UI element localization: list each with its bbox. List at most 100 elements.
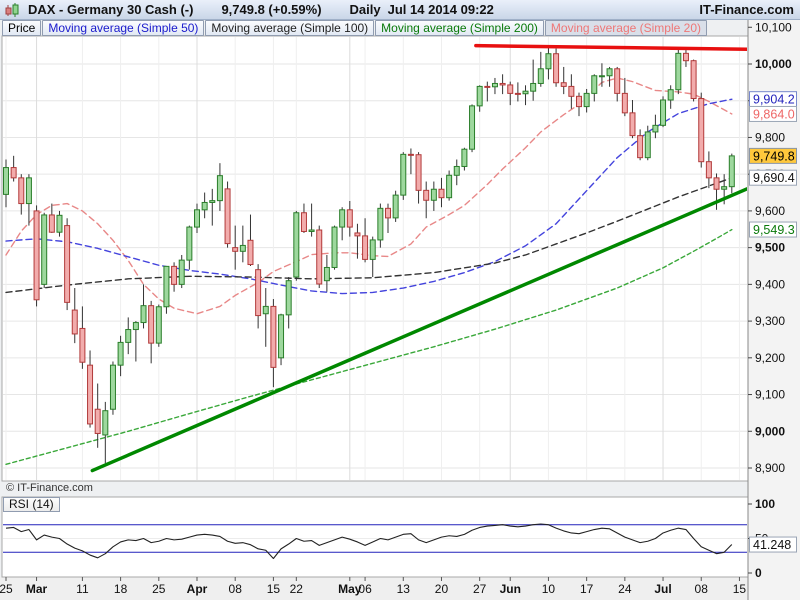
svg-text:25: 25 — [152, 582, 166, 596]
last-price-change: 9,749.8 (+0.59%) — [221, 2, 322, 17]
candle-69 — [530, 82, 537, 92]
svg-text:9,549.3: 9,549.3 — [753, 223, 795, 237]
candle-34 — [262, 305, 269, 315]
svg-text:8,900: 8,900 — [755, 461, 785, 475]
candle-27 — [209, 200, 216, 203]
candle-76 — [583, 92, 590, 108]
candlestick-logo-icon — [4, 2, 21, 18]
svg-text:20: 20 — [435, 582, 449, 596]
candle-5 — [41, 214, 48, 285]
candle-26 — [201, 201, 208, 211]
svg-text:9,904.2: 9,904.2 — [753, 93, 795, 107]
candle-1 — [10, 167, 17, 179]
candle-88 — [675, 52, 682, 91]
instrument-title: DAX - Germany 30 Cash (-) — [28, 2, 194, 17]
svg-text:May: May — [338, 582, 362, 596]
rsi-value-box — [749, 536, 797, 553]
candle-84 — [644, 131, 651, 159]
candle-66 — [507, 84, 514, 94]
svg-text:27: 27 — [473, 582, 487, 596]
candle-92 — [705, 161, 712, 179]
timestamp-label: Jul 14 2014 09:22 — [387, 2, 494, 17]
candle-18 — [140, 305, 147, 324]
candle-11 — [87, 364, 94, 425]
svg-text:9,800: 9,800 — [755, 130, 785, 144]
rsi-panel[interactable] — [1, 496, 749, 578]
candle-68 — [522, 90, 529, 95]
candle-57 — [438, 188, 445, 199]
svg-text:9,400: 9,400 — [755, 277, 785, 291]
svg-text:41.248: 41.248 — [753, 538, 791, 552]
svg-text:9,200: 9,200 — [755, 351, 785, 365]
svg-text:15: 15 — [267, 582, 281, 596]
svg-text:10,100: 10,100 — [755, 20, 792, 34]
svg-text:24: 24 — [618, 582, 632, 596]
ma200-line — [5, 228, 733, 466]
tab-moving-average-simple-50-[interactable]: Moving average (Simple 50) — [42, 20, 205, 36]
candle-25 — [194, 209, 200, 228]
candle-30 — [232, 247, 239, 252]
candle-78 — [598, 75, 605, 78]
candle-74 — [568, 85, 575, 97]
candle-83 — [637, 135, 644, 159]
ma100-value-box — [749, 169, 797, 186]
svg-text:9,300: 9,300 — [755, 314, 785, 328]
candle-53 — [407, 153, 414, 156]
candle-64 — [491, 82, 498, 88]
candle-24 — [186, 226, 193, 261]
candle-55 — [423, 189, 430, 201]
x-axis-strip — [0, 577, 800, 600]
candle-32 — [247, 239, 254, 266]
tab-price[interactable]: Price — [2, 20, 42, 36]
candle-22 — [171, 265, 178, 285]
svg-text:9,100: 9,100 — [755, 388, 785, 402]
candle-19 — [148, 305, 155, 344]
candle-40 — [308, 229, 315, 232]
candle-46 — [354, 232, 361, 237]
candle-73 — [560, 82, 567, 87]
candle-87 — [667, 89, 674, 101]
candle-67 — [514, 92, 521, 95]
svg-text:Mar: Mar — [26, 582, 48, 596]
candle-15 — [117, 341, 124, 366]
svg-text:9,000: 9,000 — [755, 424, 785, 438]
candle-37 — [285, 280, 292, 316]
candle-8 — [64, 225, 71, 303]
candle-44 — [339, 209, 346, 228]
price-value-boxes: 9,904.29,864.0 9,749.8 9,690.4 9,549.3 41.24… — [749, 91, 797, 553]
candle-10 — [79, 327, 86, 363]
candle-21 — [163, 265, 170, 308]
candle-35 — [270, 305, 277, 368]
candle-77 — [591, 75, 598, 94]
tab-moving-average-simple-20-[interactable]: Moving average (Simple 20) — [544, 20, 707, 36]
candle-38 — [293, 212, 300, 278]
candle-82 — [629, 112, 636, 137]
candle-56 — [430, 188, 437, 201]
svg-text:15: 15 — [733, 582, 747, 596]
rsi-indicator-tab[interactable]: RSI (14) — [3, 497, 60, 512]
candle-43 — [331, 226, 338, 268]
candle-13 — [102, 410, 109, 436]
candle-94 — [721, 186, 728, 190]
candle-20 — [155, 306, 162, 344]
resistance-line-line — [474, 43, 747, 52]
tab-moving-average-simple-200-[interactable]: Moving average (Simple 200) — [375, 20, 544, 36]
tab-moving-average-simple-100-[interactable]: Moving average (Simple 100) — [205, 20, 375, 36]
candle-79 — [606, 68, 613, 77]
ma50-line — [5, 98, 733, 295]
candle-7 — [56, 214, 63, 233]
svg-text:9,690.4: 9,690.4 — [753, 171, 795, 185]
candle-71 — [545, 53, 552, 70]
candle-59 — [453, 165, 460, 176]
candle-81 — [621, 92, 628, 114]
candle-16 — [125, 329, 132, 343]
candle-80 — [614, 68, 621, 94]
candle-90 — [690, 60, 697, 100]
candle-75 — [576, 95, 582, 108]
ma200-value-box — [749, 221, 797, 238]
svg-text:Jun: Jun — [500, 582, 521, 596]
svg-text:18: 18 — [114, 582, 128, 596]
candle-9 — [71, 309, 78, 335]
candle-33 — [255, 269, 262, 317]
